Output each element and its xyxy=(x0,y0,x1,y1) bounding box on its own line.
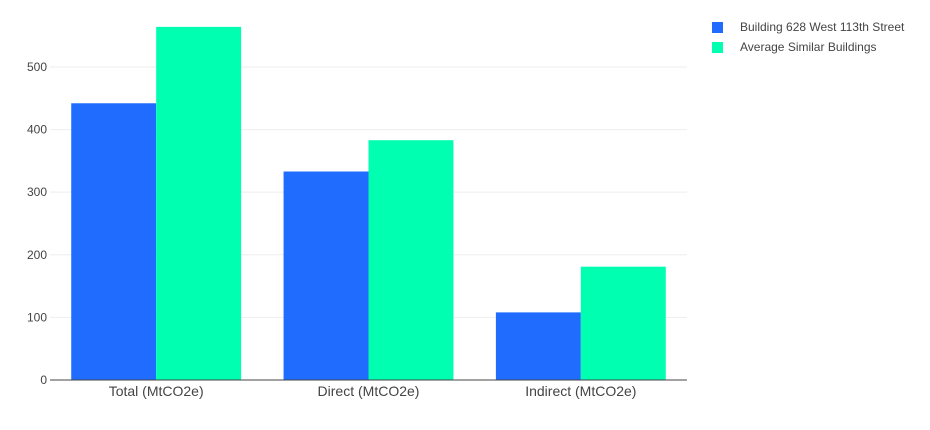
legend: Building 628 West 113th Street Average S… xyxy=(712,17,904,57)
x-tick-label: Direct (MtCO2e) xyxy=(318,383,420,399)
y-tick-label: 300 xyxy=(27,185,47,199)
legend-label-building: Building 628 West 113th Street xyxy=(740,20,905,34)
y-tick-label: 200 xyxy=(27,248,47,262)
x-tick-label: Indirect (MtCO2e) xyxy=(525,383,636,399)
legend-swatch-building xyxy=(712,21,723,33)
y-axis-ticks: 0 100 200 300 400 500 xyxy=(27,60,47,387)
legend-swatch-average xyxy=(712,41,723,53)
bars xyxy=(71,26,666,380)
bar xyxy=(368,140,454,380)
bar xyxy=(495,312,581,380)
bar xyxy=(283,171,369,380)
bar xyxy=(71,103,157,380)
y-tick-label: 500 xyxy=(27,60,47,74)
legend-label-average: Average Similar Buildings xyxy=(740,40,877,54)
legend-item-average[interactable]: Average Similar Buildings xyxy=(712,37,904,57)
y-tick-label: 400 xyxy=(27,123,47,137)
y-tick-label: 0 xyxy=(40,373,47,387)
bar xyxy=(156,26,242,380)
x-tick-label: Total (MtCO2e) xyxy=(109,383,204,399)
x-axis-ticks: Total (MtCO2e) Direct (MtCO2e) Indirect (M… xyxy=(109,383,637,399)
bar xyxy=(580,266,666,380)
legend-item-building[interactable]: Building 628 West 113th Street xyxy=(712,17,904,37)
y-tick-label: 100 xyxy=(27,310,47,324)
